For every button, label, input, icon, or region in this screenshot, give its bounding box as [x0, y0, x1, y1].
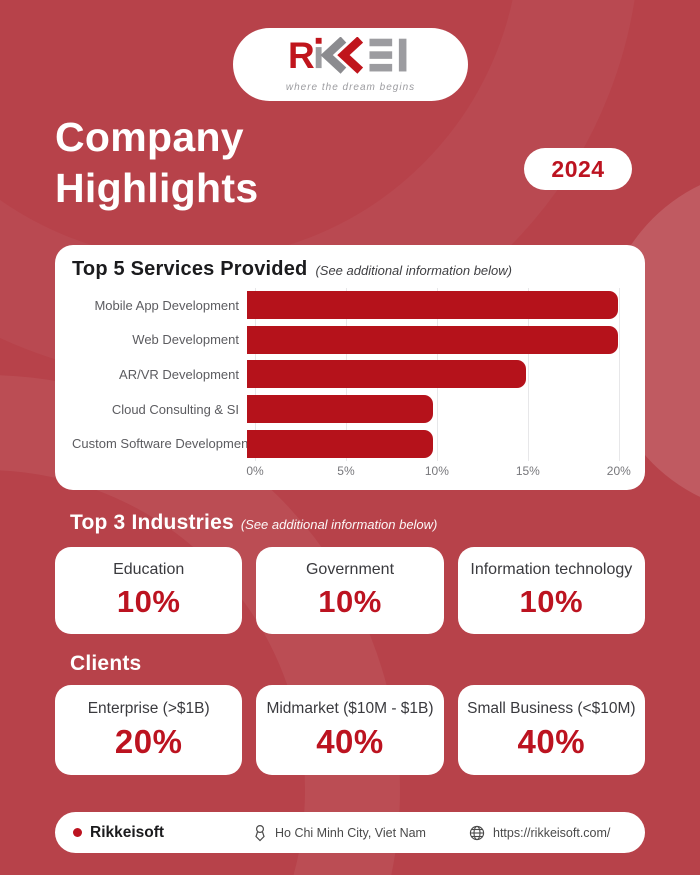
- bar-label: AR/VR Development: [119, 366, 239, 382]
- gridline: [527, 288, 529, 461]
- x-axis-tick: 15%: [515, 464, 540, 478]
- logo-pill: R where the dream begins: [233, 28, 468, 101]
- x-axis: 0% 5% 10% 15% 20%: [246, 464, 637, 480]
- services-card: Top 5 Services Provided (See additional i…: [55, 245, 645, 490]
- bar-label: Mobile App Development: [94, 297, 239, 313]
- stat-value: 10%: [318, 584, 382, 619]
- x-axis-tick: 0%: [246, 464, 264, 478]
- stat-label: Midmarket ($10M - $1B): [266, 699, 434, 717]
- svg-text:R: R: [288, 37, 315, 74]
- logo-tagline: where the dream begins: [285, 81, 416, 93]
- bar-track: [247, 360, 637, 389]
- bar-label: Web Development: [132, 332, 239, 348]
- footer-bar: Rikkeisoft Ho Chi Minh City, Viet Nam: [55, 812, 645, 853]
- stat-label: Government: [305, 561, 395, 578]
- services-title: Top 5 Services Provided: [72, 258, 308, 280]
- chart-row: Mobile App Development: [72, 288, 637, 323]
- year-badge: 2024: [524, 148, 632, 190]
- x-axis-tick: 5%: [337, 464, 355, 478]
- stat-value: 10%: [519, 584, 584, 619]
- bar-track: [247, 291, 637, 320]
- bar-track: [247, 429, 637, 458]
- services-note: (See additional information below): [315, 263, 512, 278]
- footer-website: https://rikkeisoft.com/: [469, 812, 610, 853]
- stat-label: Education: [113, 561, 185, 578]
- footer-brand: Rikkeisoft: [73, 812, 164, 853]
- brand-dot-icon: [73, 828, 82, 837]
- industry-card-information-technology: Information technology 10%: [457, 547, 645, 634]
- bar-label: Custom Software Development: [72, 436, 252, 452]
- bar-web-development: [247, 325, 619, 354]
- page-title: Company Highlights: [55, 112, 258, 214]
- location-pin-icon: [253, 824, 267, 842]
- clients-title: Clients: [70, 652, 142, 675]
- industry-card-education: Education 10%: [55, 547, 243, 634]
- footer-location-text: Ho Chi Minh City, Viet Nam: [275, 825, 426, 840]
- footer-website-text: https://rikkeisoft.com/: [493, 825, 611, 840]
- bar-label: Cloud Consulting & SI: [111, 401, 239, 417]
- bar-mobile-app-development: [247, 291, 619, 320]
- industries-cards: Education 10% Government 10% Information…: [55, 547, 645, 634]
- services-card-header: Top 5 Services Provided (See additional i…: [72, 258, 512, 281]
- bar-cloud-consulting-si: [247, 395, 433, 424]
- chart-row: Custom Software Development: [72, 426, 637, 461]
- stat-label: Small Business (<$10M): [467, 699, 636, 717]
- footer-location: Ho Chi Minh City, Viet Nam: [253, 812, 426, 853]
- client-card-small-business: Small Business (<$10M) 40%: [457, 685, 645, 775]
- clients-heading: Clients: [70, 652, 141, 676]
- footer-brand-name: Rikkeisoft: [90, 823, 165, 841]
- clients-cards: Enterprise (>$1B) 20% Midmarket ($10M - …: [55, 685, 645, 775]
- x-axis-tick: 10%: [424, 464, 449, 478]
- client-card-midmarket: Midmarket ($10M - $1B) 40%: [256, 685, 444, 775]
- industries-note: (See additional information below): [240, 517, 438, 532]
- gridline: [618, 288, 620, 461]
- chart-row: Web Development: [72, 323, 637, 358]
- bar-ar-vr-development: [247, 360, 526, 389]
- industries-heading: Top 3 Industries (See additional informat…: [70, 511, 437, 535]
- industries-title: Top 3 Industries: [70, 511, 234, 534]
- page-title-line1: Company: [55, 114, 244, 160]
- bar-track: [247, 395, 637, 424]
- x-axis-tick: 20%: [606, 464, 631, 478]
- page-title-line2: Highlights: [55, 164, 259, 211]
- stat-label: Information technology: [470, 561, 633, 578]
- client-card-enterprise: Enterprise (>$1B) 20%: [55, 685, 243, 775]
- chart-row: AR/VR Development: [72, 357, 637, 392]
- bar-custom-software-development: [247, 429, 433, 458]
- globe-icon: [469, 825, 485, 841]
- bar-chart: Mobile App Development Web Development A…: [72, 288, 637, 461]
- stat-label: Enterprise (>$1B): [87, 699, 210, 717]
- stat-value: 40%: [517, 722, 586, 760]
- stat-value: 20%: [114, 722, 183, 760]
- rikkei-logo-icon: R: [288, 35, 414, 79]
- stat-value: 10%: [116, 584, 181, 619]
- stat-value: 40%: [316, 722, 384, 760]
- bar-track: [247, 325, 637, 354]
- industry-card-government: Government 10%: [256, 547, 444, 634]
- chart-row: Cloud Consulting & SI: [72, 392, 637, 427]
